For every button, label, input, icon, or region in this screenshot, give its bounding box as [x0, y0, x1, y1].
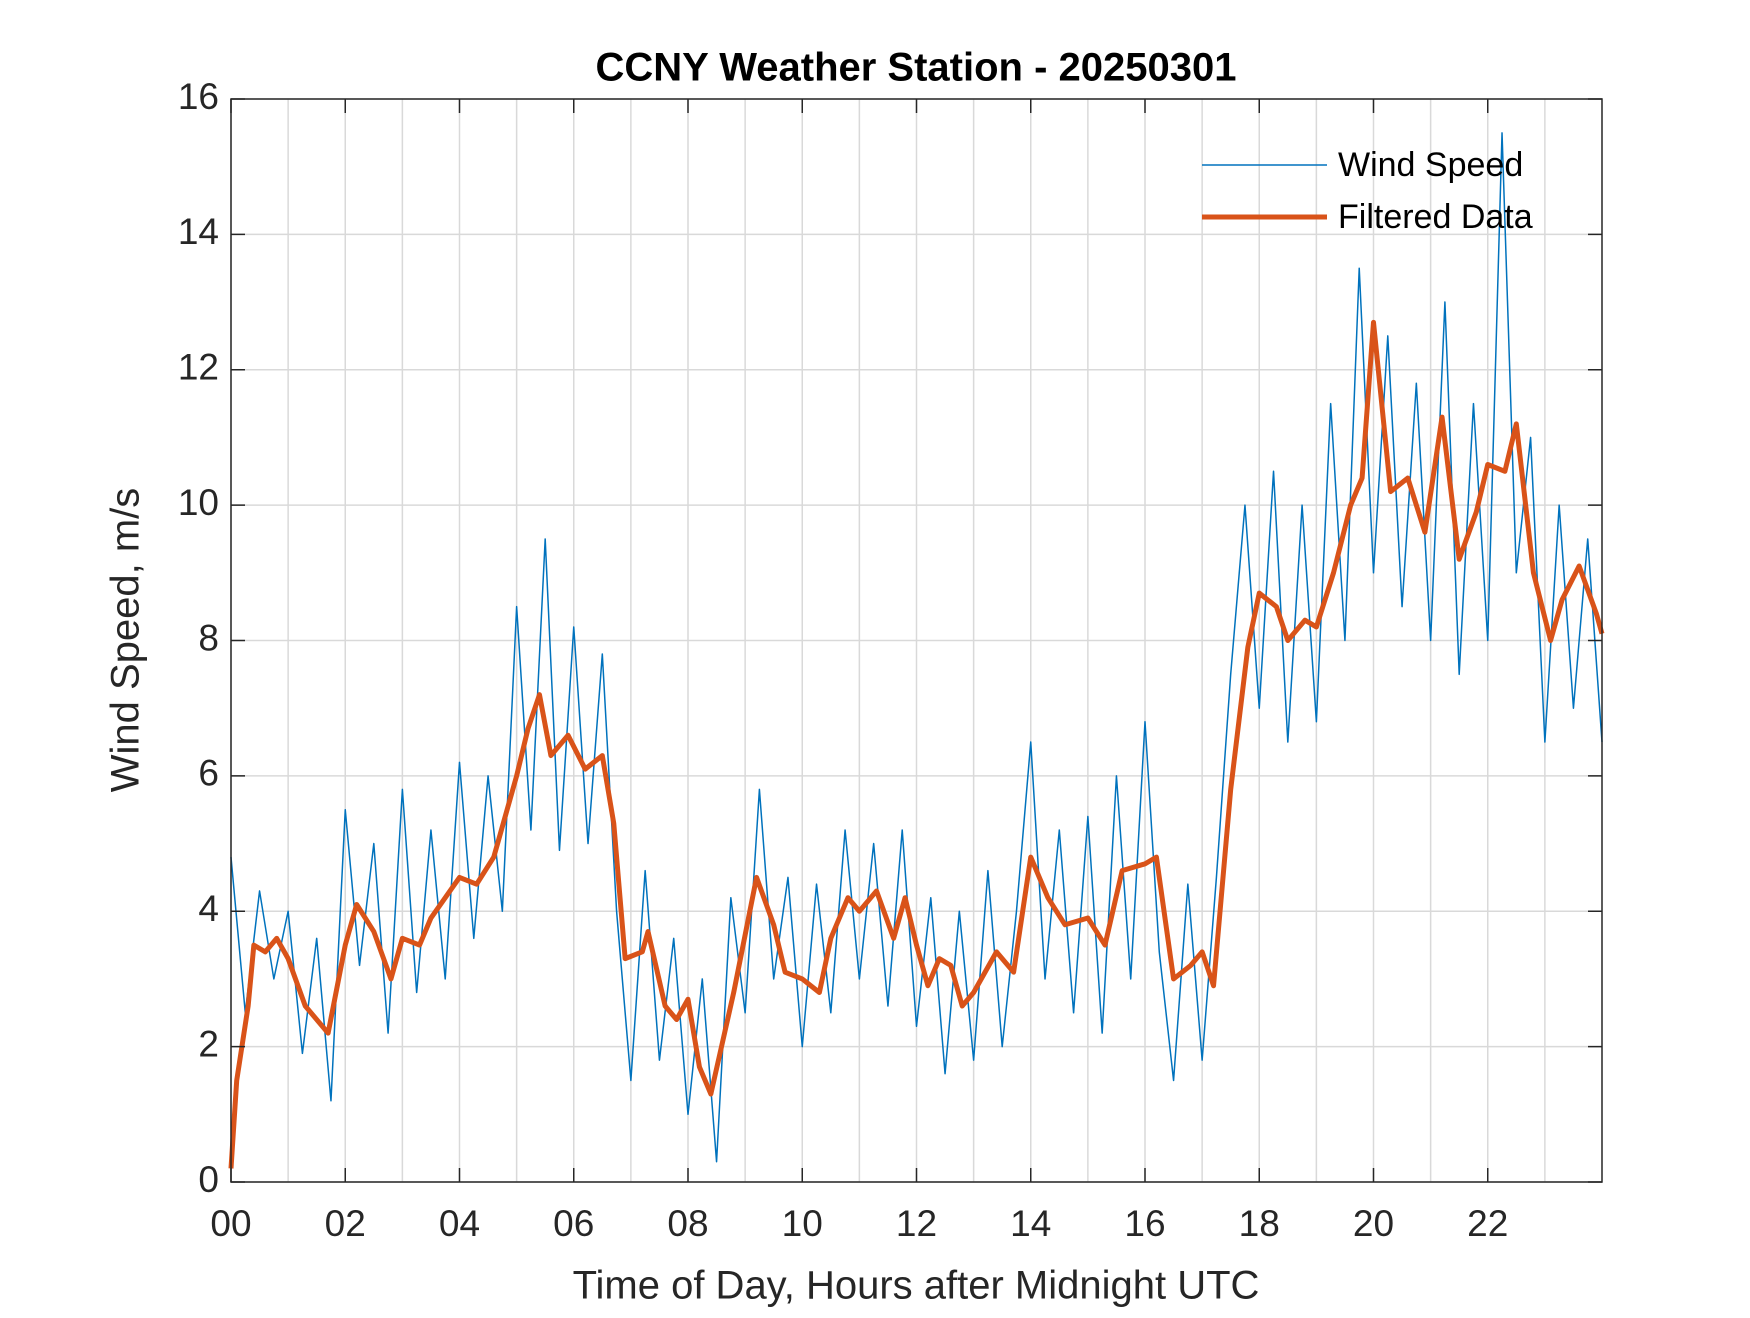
y-tick-label: 12 — [178, 347, 219, 388]
x-tick-label: 06 — [553, 1203, 594, 1244]
x-tick-label: 00 — [210, 1203, 251, 1244]
x-tick-label: 22 — [1467, 1203, 1508, 1244]
x-tick-label: 08 — [667, 1203, 708, 1244]
x-tick-label: 02 — [325, 1203, 366, 1244]
y-tick-label: 16 — [178, 76, 219, 117]
x-tick-label: 12 — [896, 1203, 937, 1244]
x-tick-label: 20 — [1353, 1203, 1394, 1244]
y-tick-label: 10 — [178, 482, 219, 523]
y-tick-label: 0 — [198, 1159, 219, 1200]
x-axis-label: Time of Day, Hours after Midnight UTC — [573, 1264, 1260, 1308]
x-tick-label: 10 — [782, 1203, 823, 1244]
x-tick-label: 16 — [1124, 1203, 1165, 1244]
y-axis-label: Wind Speed, m/s — [104, 488, 148, 793]
data-line — [228, 319, 1605, 1169]
y-tick-label: 8 — [198, 617, 219, 658]
y-tick-label: 6 — [198, 753, 219, 794]
data-line — [230, 132, 1603, 1163]
chart-title: CCNY Weather Station - 20250301 — [596, 46, 1237, 90]
y-tick-label: 14 — [178, 211, 219, 252]
legend-label: Wind Speed — [1338, 146, 1523, 184]
y-tick-label: 2 — [198, 1023, 219, 1064]
legend-label: Filtered Data — [1338, 198, 1533, 236]
x-tick-label: 04 — [439, 1203, 480, 1244]
x-tick-label: 14 — [1010, 1203, 1051, 1244]
y-tick-label: 4 — [198, 888, 219, 929]
x-tick-label: 18 — [1239, 1203, 1280, 1244]
